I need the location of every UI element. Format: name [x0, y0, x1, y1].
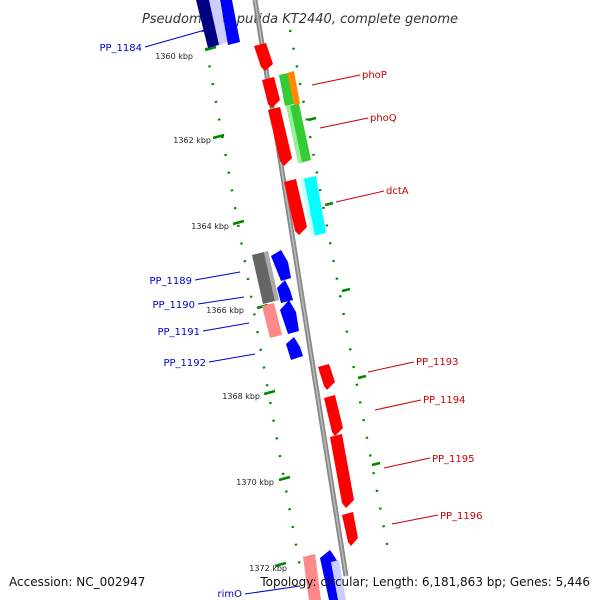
major-tick-right-4 — [357, 374, 367, 380]
label-phoP[interactable]: phoP — [362, 70, 387, 81]
label-rimO[interactable]: rimO — [217, 589, 242, 600]
gene-phoP-green[interactable] — [279, 73, 294, 106]
gene-dctA-light[interactable] — [300, 179, 315, 237]
gene-pp1190-blue-2[interactable] — [277, 280, 293, 303]
leader-pp1190 — [197, 296, 245, 305]
major-tick-1360 — [204, 45, 217, 52]
gene-pp1193[interactable] — [318, 364, 335, 390]
gene-pp1189-light[interactable] — [264, 251, 279, 301]
map-title: Pseudomonas putida KT2440, complete geno… — [142, 12, 458, 27]
major-tick-1364 — [232, 219, 245, 226]
label-pp1195[interactable]: PP_1195 — [432, 454, 475, 465]
leader-lines — [144, 29, 439, 595]
leader-phoQ — [319, 117, 369, 129]
leader-pp1184 — [144, 29, 206, 48]
kbp-label-1370: 1370 kbp — [236, 478, 274, 487]
gene-pp1184-navy[interactable] — [196, 0, 222, 48]
major-ticks-right — [307, 116, 381, 467]
gene-red-1[interactable] — [254, 43, 273, 71]
label-pp1190[interactable]: PP_1190 — [152, 300, 195, 311]
genes-plus-strand — [254, 43, 358, 546]
kbp-label-1368: 1368 kbp — [222, 392, 260, 401]
gene-pp1191-pink[interactable] — [262, 303, 282, 338]
gene-pp1184-blue[interactable] — [220, 0, 240, 45]
gene-pp1194[interactable] — [324, 395, 343, 436]
gene-phoP-orange[interactable] — [287, 71, 300, 105]
leader-pp1189 — [194, 271, 241, 281]
gene-dctA-cyan[interactable] — [302, 176, 326, 236]
gene-pp1184-light[interactable] — [209, 0, 228, 45]
major-tick-right-2 — [324, 201, 334, 207]
gene-dctA-red[interactable] — [284, 179, 307, 235]
leader-pp1193 — [367, 361, 415, 373]
label-pp1191[interactable]: PP_1191 — [157, 327, 200, 338]
kbp-label-1360: 1360 kbp — [155, 52, 193, 61]
gene-pp1192-blue[interactable] — [286, 337, 303, 360]
label-pp1194[interactable]: PP_1194 — [423, 395, 466, 406]
major-tick-1370 — [278, 475, 291, 482]
kbp-labels: 1360 kbp 1362 kbp 1364 kbp 1366 kbp 1368… — [155, 52, 287, 573]
leader-pp1196 — [391, 514, 439, 525]
leader-pp1192 — [208, 353, 256, 363]
label-pp1184[interactable]: PP_1184 — [99, 43, 142, 54]
leader-rimO — [244, 585, 301, 595]
major-tick-right-1 — [307, 116, 317, 122]
gene-labels-right: phoP phoQ dctA PP_1193 PP_1194 PP_1195 P… — [362, 70, 483, 522]
major-tick-right-5 — [371, 461, 381, 467]
gene-pp1196[interactable] — [342, 512, 358, 546]
gene-phoQ-green[interactable] — [288, 104, 311, 163]
label-pp1189[interactable]: PP_1189 — [149, 276, 192, 287]
major-tick-1372 — [274, 561, 287, 568]
gene-pp1195[interactable] — [330, 434, 354, 508]
leader-pp1191 — [202, 322, 250, 332]
leader-pp1195 — [383, 457, 431, 469]
gene-phoQ-light[interactable] — [286, 105, 302, 163]
gene-labels-left: PP_1184 PP_1189 PP_1190 PP_1191 PP_1192 … — [99, 43, 242, 600]
kbp-label-1372: 1372 kbp — [249, 564, 287, 573]
gene-rimO-light[interactable] — [331, 560, 346, 600]
major-tick-1368 — [263, 389, 276, 396]
gene-rimO-pink[interactable] — [303, 554, 321, 600]
leader-pp1194 — [374, 399, 422, 411]
gene-pp1189[interactable] — [252, 252, 275, 304]
major-tick-1362 — [212, 133, 225, 140]
leader-phoP — [311, 74, 361, 86]
major-tick-right-3 — [341, 287, 351, 293]
label-pp1196[interactable]: PP_1196 — [440, 511, 483, 522]
genes-minus-strand — [196, 0, 346, 600]
gene-pp1191-blue[interactable] — [280, 300, 299, 334]
gene-phoP-red[interactable] — [262, 77, 280, 108]
label-phoQ[interactable]: phoQ — [370, 113, 397, 124]
label-pp1193[interactable]: PP_1193 — [416, 357, 459, 368]
kbp-label-1362: 1362 kbp — [173, 136, 211, 145]
accession-text: Accession: NC_002947 — [9, 575, 145, 589]
label-pp1192[interactable]: PP_1192 — [163, 358, 206, 369]
summary-text: Topology: circular; Length: 6,181,863 bp… — [259, 575, 590, 589]
kbp-label-1366: 1366 kbp — [206, 306, 244, 315]
kbp-label-1364: 1364 kbp — [191, 222, 229, 231]
label-dctA[interactable]: dctA — [386, 186, 409, 197]
gene-phoQ-red[interactable] — [268, 107, 292, 166]
leader-dctA — [335, 190, 385, 203]
gene-pp1190-blue-1[interactable] — [271, 250, 291, 281]
